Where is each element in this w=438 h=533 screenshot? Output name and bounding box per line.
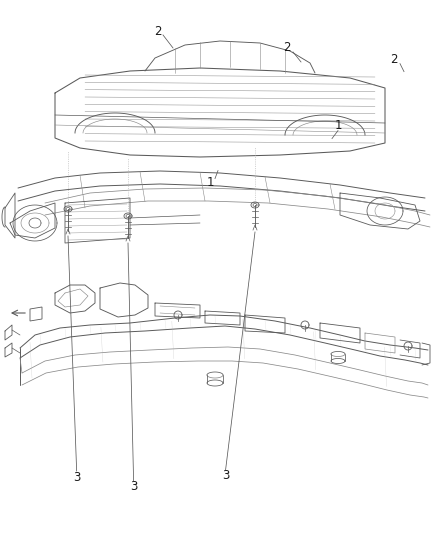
Text: 2: 2 (283, 42, 291, 54)
Text: 2: 2 (390, 53, 398, 66)
Text: 2: 2 (154, 26, 162, 38)
Text: 1: 1 (206, 176, 214, 189)
Text: 3: 3 (222, 470, 229, 482)
Text: 3: 3 (73, 471, 80, 483)
Text: 3: 3 (130, 480, 137, 493)
Text: 1: 1 (334, 119, 342, 132)
